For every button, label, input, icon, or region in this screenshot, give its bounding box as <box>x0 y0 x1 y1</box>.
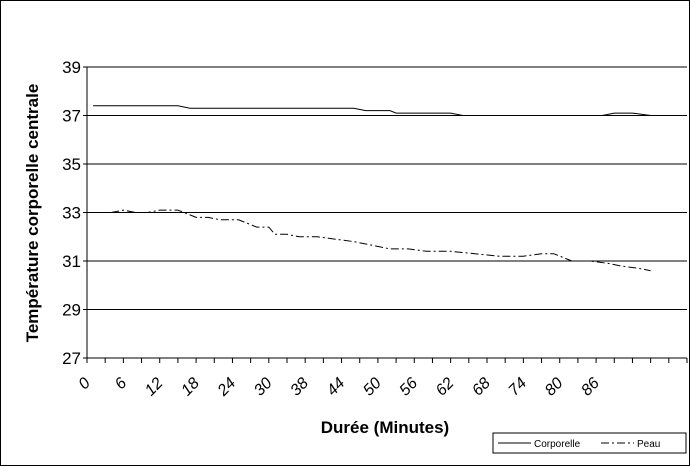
x-tick-label: 68 <box>469 375 494 400</box>
y-axis-title: Température corporelle centrale <box>23 84 42 343</box>
legend: Corporelle Peau <box>492 432 687 454</box>
y-tick-labels: 27 29 31 33 35 37 39 <box>62 58 81 368</box>
series-lines <box>93 105 651 272</box>
series-line-corporelle <box>93 105 651 116</box>
y-tick-label: 33 <box>62 204 81 223</box>
x-tick-label: 50 <box>360 375 385 400</box>
x-tick-label: 18 <box>178 375 203 400</box>
x-tick-labels: 0 6 12 18 24 30 38 44 50 56 62 68 74 80 86 <box>76 375 603 400</box>
grid-lines <box>87 66 687 359</box>
y-tick-label: 29 <box>62 301 81 320</box>
x-tick-label: 0 <box>76 375 94 393</box>
x-tick-label: 56 <box>396 375 421 400</box>
x-tick-label: 38 <box>287 375 312 400</box>
x-tick-label: 24 <box>214 375 239 400</box>
x-tick-label: 44 <box>324 375 349 400</box>
x-tick-label: 6 <box>112 375 130 393</box>
y-tick-label: 37 <box>62 107 81 126</box>
x-tick-label: 62 <box>433 375 458 400</box>
x-tick-label: 74 <box>506 375 531 400</box>
y-tick-label: 27 <box>62 349 81 368</box>
x-tick-label: 30 <box>251 375 276 400</box>
legend-box <box>492 432 687 454</box>
legend-label-peau: Peau <box>637 439 660 450</box>
x-axis-title: Durée (Minutes) <box>321 418 449 437</box>
y-tick-label: 31 <box>62 252 81 271</box>
series-line-peau <box>111 209 651 272</box>
x-tick-label: 86 <box>578 375 603 400</box>
x-tick-label: 12 <box>142 375 167 400</box>
legend-label-corporelle: Corporelle <box>534 439 581 450</box>
x-tick-label: 80 <box>542 375 567 400</box>
y-tick-label: 39 <box>62 58 81 77</box>
axes <box>83 66 688 363</box>
y-tick-label: 35 <box>62 155 81 174</box>
